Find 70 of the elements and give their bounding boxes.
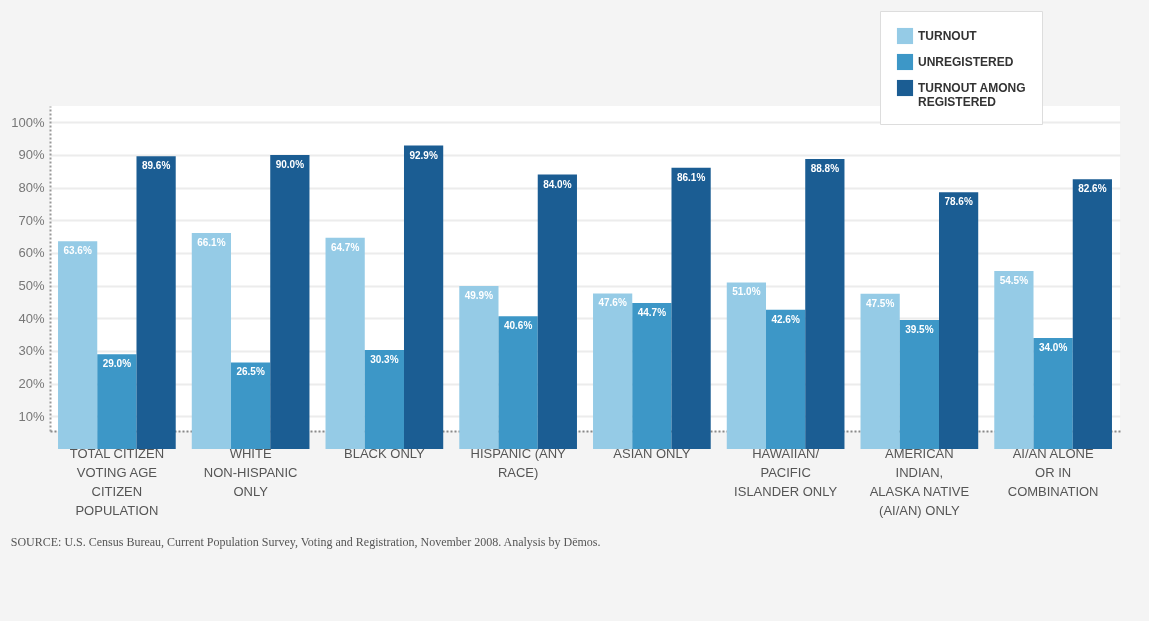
data-label: 63.6% (63, 245, 92, 257)
bar (270, 154, 310, 449)
y-tick-label: 80% (18, 180, 45, 196)
data-label: 88.8% (810, 162, 840, 174)
data-label: 54.5% (999, 274, 1029, 286)
data-label: 89.6% (141, 160, 171, 172)
x-tick-label: AMERICAN INDIAN, ALASKA NATIVE (AI/AN) ONLY (869, 445, 970, 518)
bar (671, 167, 711, 449)
bar (632, 302, 672, 449)
y-tick-label: 60% (18, 245, 45, 261)
y-tick-label: 20% (18, 376, 45, 392)
data-label: 39.5% (905, 323, 934, 335)
data-label: 82.6% (1078, 183, 1107, 195)
bar (1072, 179, 1112, 449)
bar (726, 282, 767, 449)
bar (860, 293, 900, 449)
legend-label: TURNOUT AMONG REGISTERED (918, 81, 1026, 109)
x-tick-label: TOTAL CITIZEN VOTING AGE CITIZEN POPULATION (69, 445, 165, 518)
bar (938, 192, 979, 449)
data-label: 49.9% (464, 289, 494, 301)
data-label: 84.0% (543, 178, 572, 190)
bar (537, 174, 577, 449)
bar (97, 354, 137, 449)
bar (58, 241, 98, 449)
bar (498, 316, 538, 449)
x-tick-label: AI/AN ALONE OR IN COMBINATION (1007, 445, 1099, 499)
data-label: 47.5% (865, 297, 895, 309)
data-label: 51.0% (732, 286, 761, 298)
data-label: 30.3% (370, 353, 399, 365)
y-tick-label: 50% (18, 278, 45, 294)
data-label: 92.9% (409, 149, 438, 161)
bar (231, 362, 271, 449)
bar (136, 156, 176, 449)
data-label: 40.6% (503, 320, 533, 332)
x-tick-label: HISPANIC (ANY RACE) (470, 445, 567, 480)
y-tick-label: 100% (11, 114, 45, 130)
data-label: 64.7% (330, 241, 360, 253)
bar (191, 233, 232, 449)
source-note: SOURCE: U.S. Census Bureau, Current Population Survey, Voting and Registration, November 2008. Analysis by Dēmos. (10, 535, 601, 549)
bar (994, 270, 1034, 449)
y-tick-label: 40% (18, 310, 45, 326)
data-label: 78.6% (944, 196, 973, 208)
bar (899, 319, 939, 449)
data-label: 66.1% (197, 237, 226, 249)
data-label: 44.7% (637, 306, 667, 318)
data-label: 29.0% (102, 358, 132, 370)
x-tick-label: ASIAN ONLY (613, 445, 691, 461)
data-label: 34.0% (1038, 341, 1068, 353)
y-tick-label: 70% (18, 212, 45, 228)
bar (364, 349, 404, 449)
y-tick-label: 10% (18, 408, 45, 424)
data-label: 86.1% (676, 171, 706, 183)
bar (325, 237, 365, 449)
bar (593, 293, 633, 449)
bar (766, 309, 806, 449)
y-tick-label: 90% (18, 147, 45, 163)
bar (459, 285, 499, 449)
x-tick-label: HAWAIIAN/ PACIFIC ISLANDER ONLY (734, 445, 838, 499)
bar (403, 145, 444, 449)
y-tick-label: 30% (18, 343, 45, 359)
legend-label: TURNOUT (918, 29, 978, 43)
data-label: 42.6% (771, 313, 800, 325)
x-tick-label: WHITE NON-HISPANIC ONLY (203, 445, 298, 499)
bar (805, 158, 845, 449)
data-label: 90.0% (275, 158, 305, 170)
legend-label: UNREGISTERED (918, 55, 1014, 69)
data-label: 26.5% (236, 366, 265, 378)
bar (1033, 337, 1073, 449)
x-tick-label: BLACK ONLY (344, 445, 426, 461)
data-label: 47.6% (598, 297, 627, 309)
